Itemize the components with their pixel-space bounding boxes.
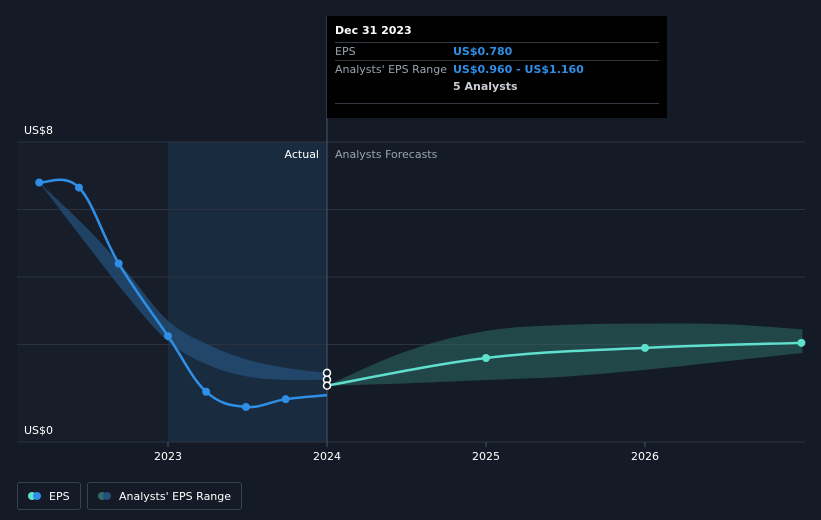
eps-actual-point-3 xyxy=(164,332,172,341)
legend-item-eps[interactable]: EPS xyxy=(17,482,81,510)
eps-actual-point-1 xyxy=(74,183,83,192)
legend-range-label: Analysts' EPS Range xyxy=(119,489,232,503)
eps-actual-point-0 xyxy=(35,178,44,187)
tooltip-analysts-row: 5 Analysts xyxy=(335,78,659,95)
hover-tooltip: Dec 31 2023 EPS US$0.780 Analysts' EPS R… xyxy=(327,16,667,118)
tooltip-divider xyxy=(335,103,659,104)
tooltip-eps-value: US$0.780 xyxy=(453,45,513,58)
bands-layer xyxy=(39,182,803,386)
today-point-0 xyxy=(322,368,332,378)
forecast-range-band xyxy=(327,323,803,386)
tooltip-analysts-count: 5 Analysts xyxy=(453,80,518,93)
today-point-2 xyxy=(322,381,332,390)
tooltip-eps-label: EPS xyxy=(335,45,356,58)
eps-forecast-point-2 xyxy=(641,343,649,352)
tooltip-eps-row: EPS US$0.780 xyxy=(335,42,659,60)
tooltip-date: Dec 31 2023 xyxy=(335,24,412,37)
pre-period-shade xyxy=(17,142,168,442)
legend-eps-label: EPS xyxy=(49,489,70,503)
actual-region-label: Actual xyxy=(285,148,319,161)
actual-consensus-band xyxy=(39,182,328,381)
forecast-region-label: Analysts Forecasts xyxy=(335,148,438,161)
eps-actual-point-5 xyxy=(241,402,250,411)
x-axis: 2023 2024 2025 2026 xyxy=(154,442,659,463)
legend-item-range[interactable]: Analysts' EPS Range xyxy=(87,482,243,510)
eps-actual-point-4 xyxy=(202,387,211,396)
tooltip-range-label: Analysts' EPS Range xyxy=(335,63,448,76)
x-tick-label-0: 2023 xyxy=(154,450,182,463)
range-legend-icon xyxy=(98,492,111,500)
tooltip-range-value: US$0.960 - US$1.160 xyxy=(453,63,584,76)
x-tick-label-3: 2026 xyxy=(631,450,659,463)
eps-actual-point-2 xyxy=(114,259,123,268)
x-tick-label-2: 2025 xyxy=(472,450,500,463)
points-layer xyxy=(35,178,806,411)
y-tick-label-bottom: US$0 xyxy=(24,424,53,437)
tooltip-range-row: Analysts' EPS Range US$0.960 - US$1.160 xyxy=(335,60,659,78)
eps-forecast-point-1 xyxy=(482,354,490,362)
eps-actual-line xyxy=(39,178,328,409)
y-tick-label-top: US$8 xyxy=(24,124,53,137)
x-tick-label-1: 2024 xyxy=(313,450,341,463)
eps-legend-icon xyxy=(28,492,41,500)
eps-forecast-point-end xyxy=(797,338,806,347)
actual-region-shade xyxy=(168,142,327,442)
eps-forecast-line xyxy=(326,341,803,387)
eps-actual-point-6 xyxy=(281,395,290,404)
lines-layer xyxy=(39,178,803,409)
